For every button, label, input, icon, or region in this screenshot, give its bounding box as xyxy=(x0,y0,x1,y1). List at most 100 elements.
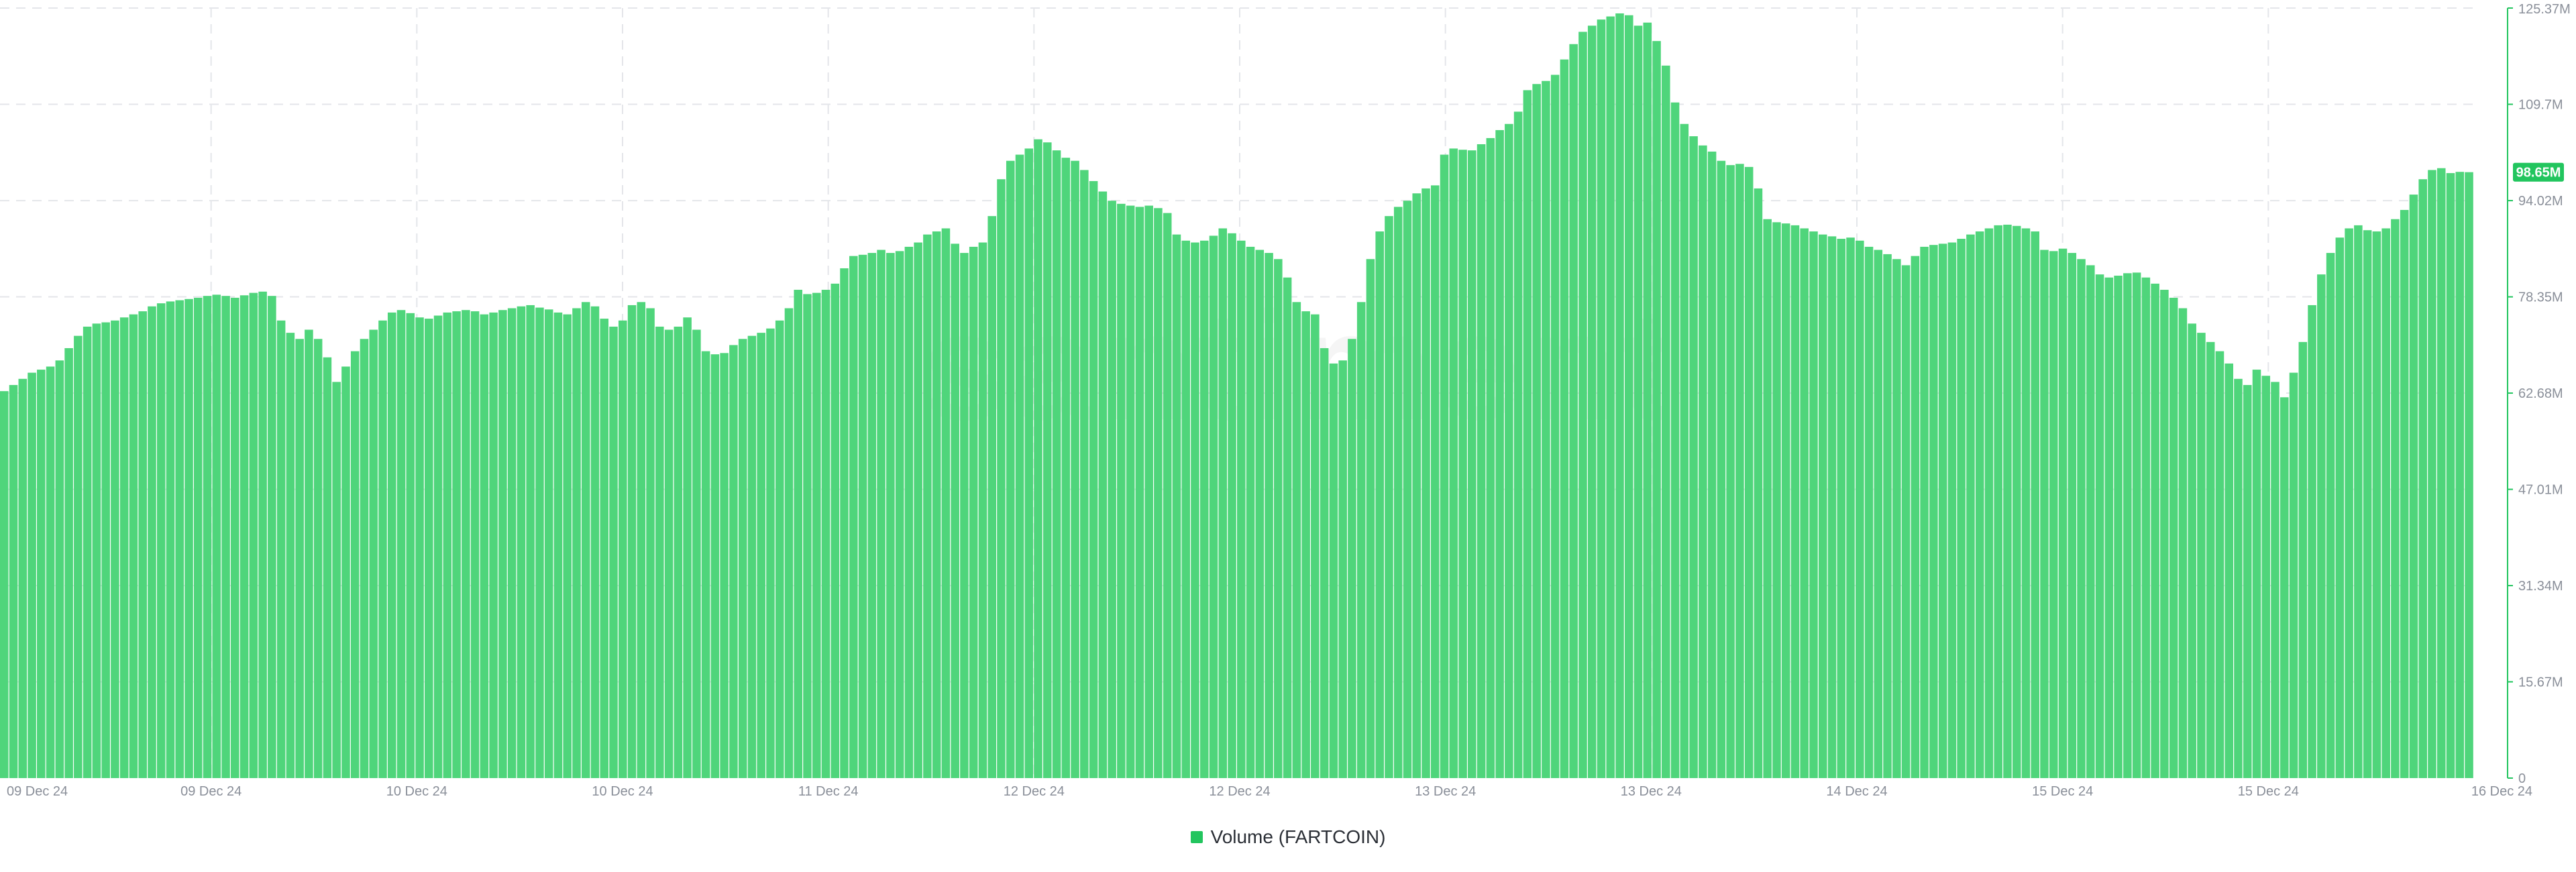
volume-bar xyxy=(1874,250,1883,778)
volume-bar xyxy=(2308,305,2316,778)
volume-bar xyxy=(1744,166,1754,778)
volume-bar xyxy=(1818,234,1827,778)
volume-bar xyxy=(2465,172,2473,778)
volume-bar xyxy=(1265,253,1273,779)
volume-bar xyxy=(2381,228,2390,779)
x-tick-label: 10 Dec 24 xyxy=(592,784,653,799)
volume-bar xyxy=(544,309,553,779)
volume-bar xyxy=(2252,370,2261,778)
volume-bar xyxy=(2178,308,2188,778)
volume-bar xyxy=(1329,363,1338,778)
volume-bar xyxy=(590,306,600,778)
volume-bar xyxy=(1726,165,1735,778)
volume-bar xyxy=(600,319,609,778)
volume-bar xyxy=(2021,228,2031,779)
volume-bar xyxy=(1209,235,1218,778)
volume-bar xyxy=(1587,25,1597,778)
volume-bar xyxy=(443,312,452,778)
volume-bar xyxy=(2335,237,2345,778)
volume-bar xyxy=(904,246,914,778)
volume-bar xyxy=(1911,256,1920,778)
volume-bar xyxy=(2132,272,2141,778)
volume-bar xyxy=(2261,376,2271,778)
y-tick-label: 31.34M xyxy=(2518,579,2563,594)
volume-bar xyxy=(2141,277,2151,779)
volume-bar xyxy=(1080,170,1089,779)
volume-bar xyxy=(221,296,230,778)
volume-bar xyxy=(55,360,64,778)
volume-bar xyxy=(1495,129,1504,778)
volume-bar xyxy=(83,326,92,779)
current-value-tag: 98.65M xyxy=(2513,162,2564,182)
x-tick-label: 13 Dec 24 xyxy=(1415,784,1476,799)
volume-bar xyxy=(1403,201,1412,778)
volume-bar xyxy=(1809,231,1818,778)
volume-bar xyxy=(2077,259,2086,778)
y-tick-label: 125.37M xyxy=(2518,2,2571,17)
y-tick-label: 15.67M xyxy=(2518,675,2563,690)
volume-bar xyxy=(2068,253,2077,779)
volume-bar xyxy=(203,296,212,778)
chart-legend[interactable]: Volume (FARTCOIN) xyxy=(0,824,2576,851)
volume-bar xyxy=(1856,240,1864,778)
volume-bar xyxy=(849,256,858,778)
volume-bar xyxy=(1385,216,1393,778)
volume-bar xyxy=(1578,32,1587,779)
y-tick-label: 109.7M xyxy=(2518,97,2563,112)
current-value-tag-background xyxy=(2513,162,2564,182)
volume-bar xyxy=(92,323,101,778)
volume-bar xyxy=(1615,13,1624,779)
volume-bar xyxy=(609,326,618,779)
volume-bar xyxy=(1108,201,1116,778)
volume-bar xyxy=(1763,219,1772,779)
volume-bar xyxy=(1311,314,1320,778)
volume-bar xyxy=(1542,80,1550,779)
volume-bar xyxy=(37,370,46,778)
volume-bar xyxy=(64,348,73,778)
volume-bar xyxy=(2049,251,2058,779)
volume-bar xyxy=(2151,283,2159,778)
volume-bar xyxy=(119,317,129,779)
volume-bar xyxy=(1513,111,1523,779)
volume-bar xyxy=(193,297,203,778)
volume-bar xyxy=(1606,16,1615,778)
volume-bar xyxy=(2436,168,2446,779)
volume-bar xyxy=(1071,160,1079,779)
volume-bar xyxy=(517,306,526,778)
volume-bar xyxy=(960,253,969,779)
volume-bar xyxy=(2197,333,2206,778)
volume-bar xyxy=(175,300,184,779)
volume-bar xyxy=(1052,150,1061,779)
volume-bar xyxy=(674,326,683,779)
volume-bar xyxy=(1181,240,1190,778)
volume-bar xyxy=(840,268,849,779)
volume-bar xyxy=(766,328,775,779)
volume-bar xyxy=(2040,250,2049,778)
volume-bar xyxy=(1735,164,1744,778)
volume-bar xyxy=(415,317,424,779)
x-tick-label: 09 Dec 24 xyxy=(7,784,68,799)
volume-bar xyxy=(1292,302,1301,779)
volume-bar xyxy=(1523,90,1532,779)
volume-bar xyxy=(1643,22,1652,779)
volume-bar xyxy=(498,310,507,778)
x-tick-label: 14 Dec 24 xyxy=(1826,784,1887,799)
volume-bar xyxy=(2372,231,2381,778)
volume-bar xyxy=(369,329,378,778)
volume-bar xyxy=(1348,339,1356,778)
volume-bar xyxy=(1477,144,1486,778)
volume-bar xyxy=(1662,65,1670,778)
volume-bar xyxy=(1984,228,1994,779)
volume-bar xyxy=(184,298,193,778)
volume-bar xyxy=(46,366,55,778)
volume-bar xyxy=(553,312,563,778)
volume-bar xyxy=(701,351,710,778)
volume-bar xyxy=(1458,150,1467,778)
volume-bar xyxy=(1633,25,1643,778)
volume-bar xyxy=(396,310,406,778)
volume-bar xyxy=(830,283,840,778)
volume-bar xyxy=(2206,341,2215,778)
volume-bar xyxy=(249,292,258,778)
volume-bar xyxy=(969,246,978,778)
volume-bar xyxy=(2114,275,2123,779)
